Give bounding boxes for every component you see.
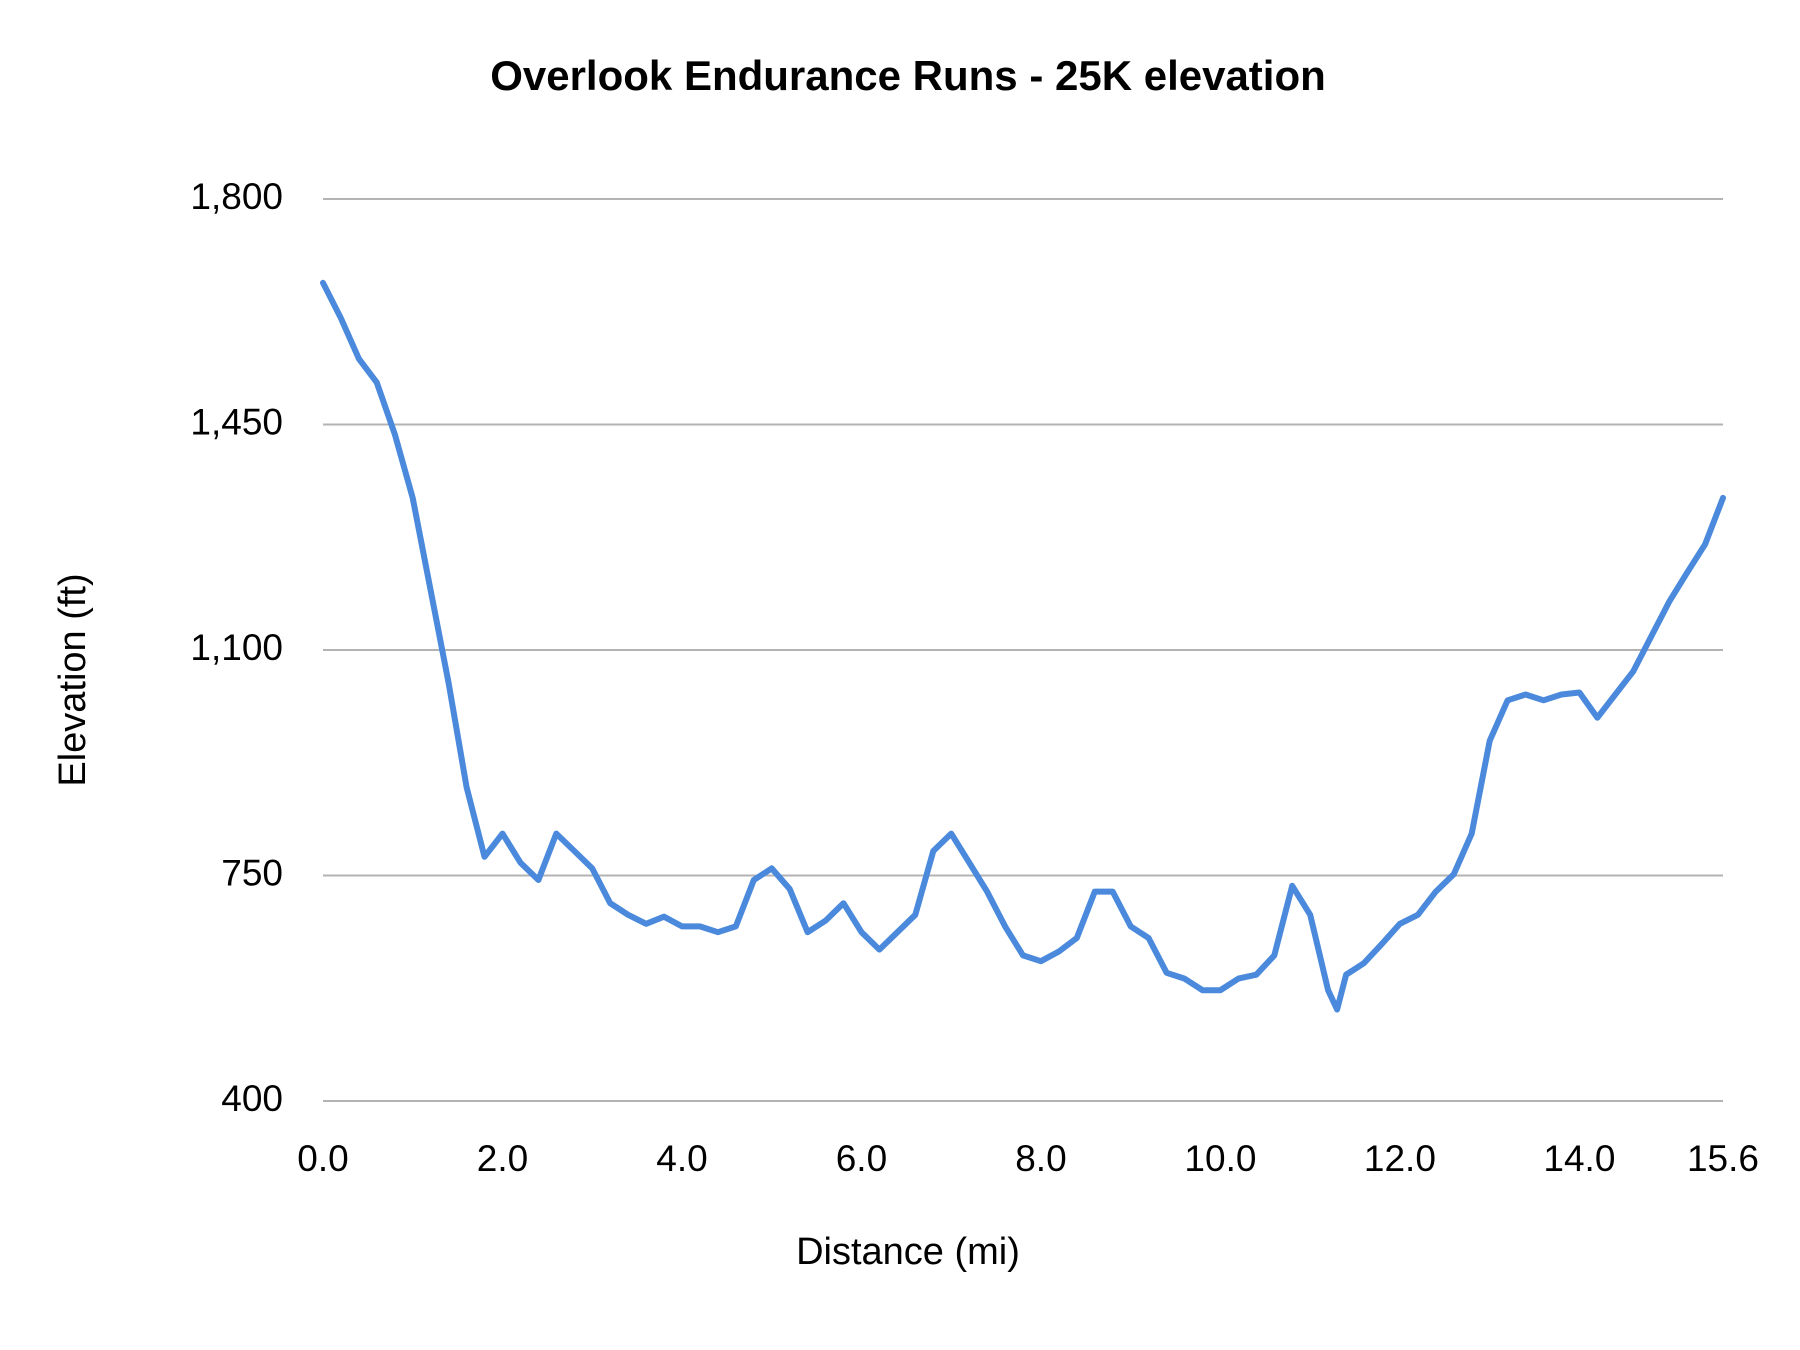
chart-title: Overlook Endurance Runs - 25K elevation <box>490 52 1326 99</box>
y-tick-label: 750 <box>221 852 283 893</box>
x-tick-label: 8.0 <box>1015 1138 1066 1179</box>
x-tick-label: 12.0 <box>1364 1138 1436 1179</box>
x-tick-label: 6.0 <box>836 1138 887 1179</box>
x-tick-label: 10.0 <box>1184 1138 1256 1179</box>
x-tick-label: 15.6 <box>1687 1138 1759 1179</box>
x-tick-label: 4.0 <box>656 1138 707 1179</box>
elevation-line <box>320 279 1726 1013</box>
y-tick-label: 1,450 <box>190 401 283 442</box>
x-tick-label: 2.0 <box>477 1138 528 1179</box>
y-tick-label: 400 <box>221 1078 283 1119</box>
x-axis-title: Distance (mi) <box>796 1231 1020 1273</box>
y-tick-label: 1,800 <box>190 176 283 217</box>
y-tick-label: 1,100 <box>190 627 283 668</box>
y-axis-title: Elevation (ft) <box>52 573 94 786</box>
x-tick-label: 14.0 <box>1543 1138 1615 1179</box>
x-tick-label: 0.0 <box>297 1138 348 1179</box>
